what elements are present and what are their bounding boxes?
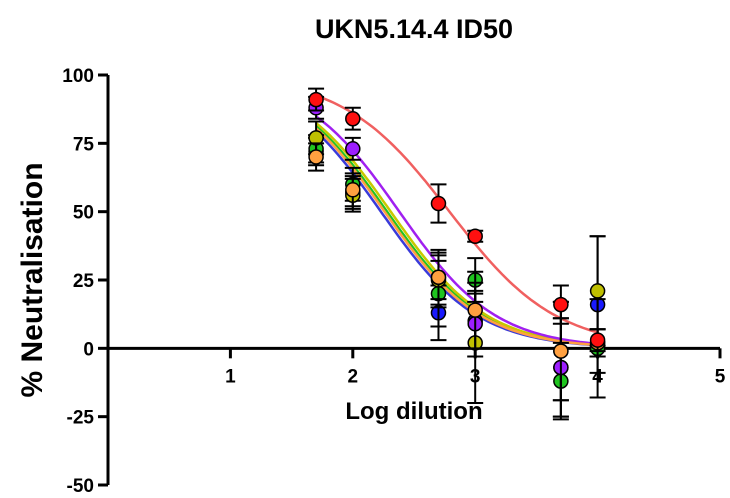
x-tick-label: 1: [225, 366, 236, 387]
axes: -50-25025507510012345: [62, 66, 725, 497]
y-tick-label: 50: [73, 203, 94, 224]
y-axis-label: % Neutralisation: [16, 162, 49, 397]
y-tick-label: -25: [67, 408, 95, 429]
data-point: [344, 136, 361, 161]
point-marker: [589, 283, 606, 299]
y-tick-label: 25: [73, 271, 95, 292]
fit-curve-4: [315, 127, 598, 347]
point-marker: [467, 302, 483, 318]
fit-curve-0: [315, 130, 598, 347]
x-tick-label: 2: [348, 366, 359, 387]
point-marker: [308, 91, 324, 108]
data-point: [589, 328, 606, 353]
point-marker: [467, 228, 483, 245]
point-marker: [345, 182, 361, 198]
fit-curves: [315, 94, 598, 347]
data-point: [467, 270, 484, 350]
point-marker: [589, 332, 606, 348]
data-point: [430, 254, 447, 301]
point-marker: [345, 141, 361, 157]
data-point: [467, 228, 484, 245]
data-point: [344, 106, 361, 131]
point-marker: [430, 195, 447, 212]
fit-curve-5: [315, 94, 598, 334]
point-marker: [553, 343, 569, 359]
chart-title: UKN5.14.4 ID50: [315, 14, 513, 44]
y-tick-label: 100: [62, 66, 94, 87]
y-tick-label: -50: [67, 476, 94, 497]
point-marker: [553, 296, 569, 313]
x-axis-label: Log dilution: [345, 398, 482, 425]
point-marker: [430, 269, 447, 286]
data-point: [552, 284, 569, 325]
point-marker: [345, 110, 361, 127]
x-tick-label: 5: [715, 366, 726, 387]
data-point: [308, 87, 325, 112]
data-point: [430, 183, 447, 224]
y-tick-label: 75: [73, 134, 95, 155]
fit-curve-3: [315, 115, 598, 346]
data-point: [344, 172, 361, 208]
data-point: [308, 142, 325, 172]
y-tick-label: 0: [83, 339, 94, 360]
data-points: [308, 87, 606, 421]
point-marker: [308, 149, 324, 165]
